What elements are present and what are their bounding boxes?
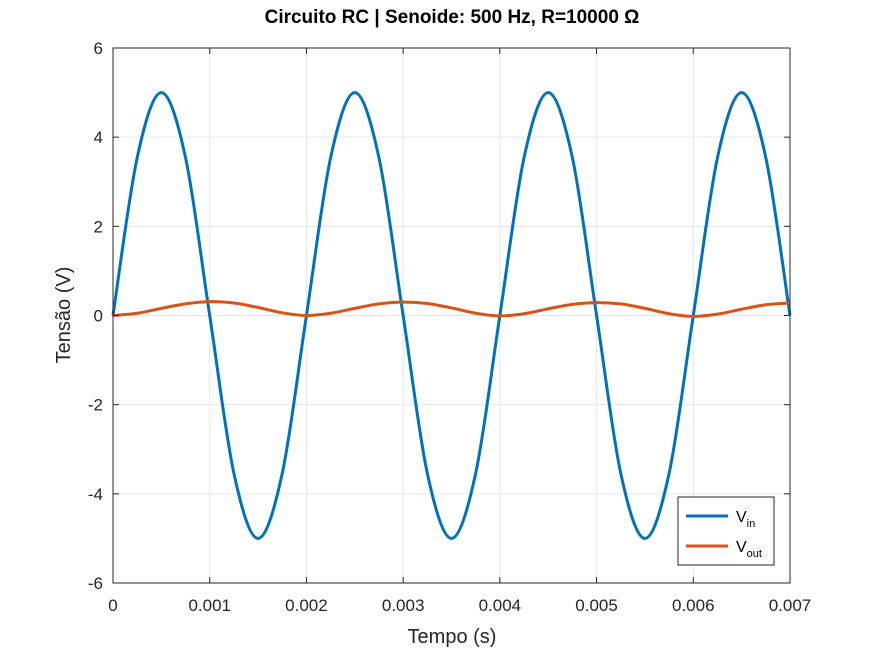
y-tick-label: 6 [94, 39, 103, 58]
tick-labels: 0 0.001 0.002 0.003 0.004 0.005 0.006 0.007 -6 -4… [88, 39, 811, 615]
y-tick-label: 2 [94, 217, 103, 236]
series-layer [111, 91, 792, 540]
chart-title: Circuito RC | Senoide: 500 Hz, R=10000 Ω [265, 7, 640, 28]
y-tick-label: 0 [94, 307, 103, 326]
legend-label-vout: Vout [736, 539, 762, 560]
y-tick-label: 4 [94, 128, 103, 147]
y-tick-label: -6 [88, 574, 103, 593]
x-tick-label: 0.003 [382, 596, 425, 615]
x-tick-label: 0.001 [188, 596, 231, 615]
x-tick-label: 0.007 [769, 596, 812, 615]
legend-box [677, 496, 775, 566]
y-tick-label: -2 [88, 396, 103, 415]
x-tick-label: 0.002 [285, 596, 328, 615]
y-tick-label: -4 [88, 485, 103, 504]
series-line-v-out [112, 300, 791, 318]
legend: Vin Vout [677, 496, 775, 566]
x-tick-label: 0.005 [575, 596, 618, 615]
x-axis-label: Tempo (s) [408, 626, 497, 648]
ticks [112, 47, 791, 584]
x-tick-label: 0 [108, 596, 117, 615]
x-tick-label: 0.004 [479, 596, 522, 615]
y-axis-label: Tensão (V) [53, 267, 75, 364]
series-line-v-in [111, 91, 792, 540]
x-tick-label: 0.006 [672, 596, 715, 615]
legend-label-vin: Vin [736, 509, 755, 530]
